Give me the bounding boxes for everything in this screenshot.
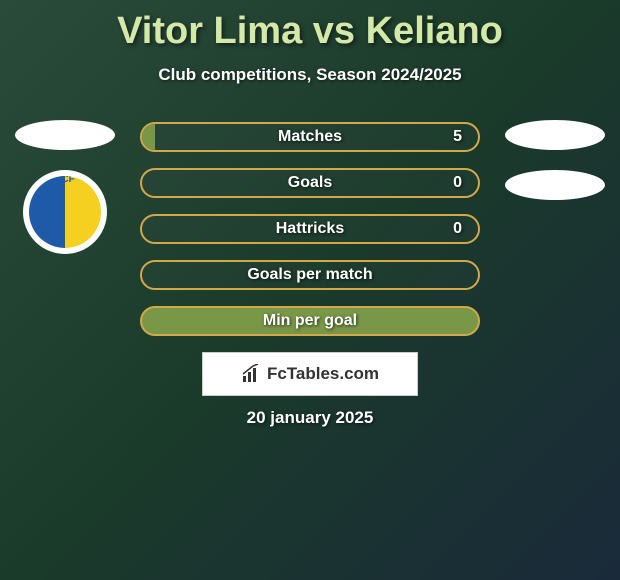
player-ellipse-left (15, 120, 115, 150)
footer-date: 20 january 2025 (0, 408, 620, 428)
player-ellipse-right-2 (505, 170, 605, 200)
stat-value-right: 5 (453, 128, 462, 146)
stat-row-min-per-goal: Min per goal (140, 306, 480, 336)
right-player-column (500, 120, 610, 220)
stat-label: Goals per match (247, 266, 372, 284)
page-title: Vitor Lima vs Keliano (0, 0, 620, 53)
badge-half-blue (29, 176, 65, 248)
stat-label: Goals (288, 174, 332, 192)
player-ellipse-right-1 (505, 120, 605, 150)
brand-attribution[interactable]: FcTables.com (202, 352, 418, 396)
badge-text: FCF (29, 174, 101, 185)
stat-row-matches: Matches 5 (140, 122, 480, 152)
stat-row-hattricks: Hattricks 0 (140, 214, 480, 244)
stat-label: Hattricks (276, 220, 344, 238)
club-badge-left: FCF (23, 170, 107, 254)
stat-label: Matches (278, 128, 342, 146)
stat-row-goals: Goals 0 (140, 168, 480, 198)
stat-fill (142, 124, 155, 150)
badge-half-yellow (65, 176, 101, 248)
brand-text: FcTables.com (267, 364, 379, 384)
stat-row-goals-per-match: Goals per match (140, 260, 480, 290)
stat-label: Min per goal (263, 312, 357, 330)
left-player-column: FCF (10, 120, 120, 254)
page-subtitle: Club competitions, Season 2024/2025 (0, 65, 620, 85)
stats-table: Matches 5 Goals 0 Hattricks 0 Goals per … (140, 122, 480, 352)
chart-icon (241, 364, 261, 384)
stat-value-right: 0 (453, 174, 462, 192)
stat-value-right: 0 (453, 220, 462, 238)
